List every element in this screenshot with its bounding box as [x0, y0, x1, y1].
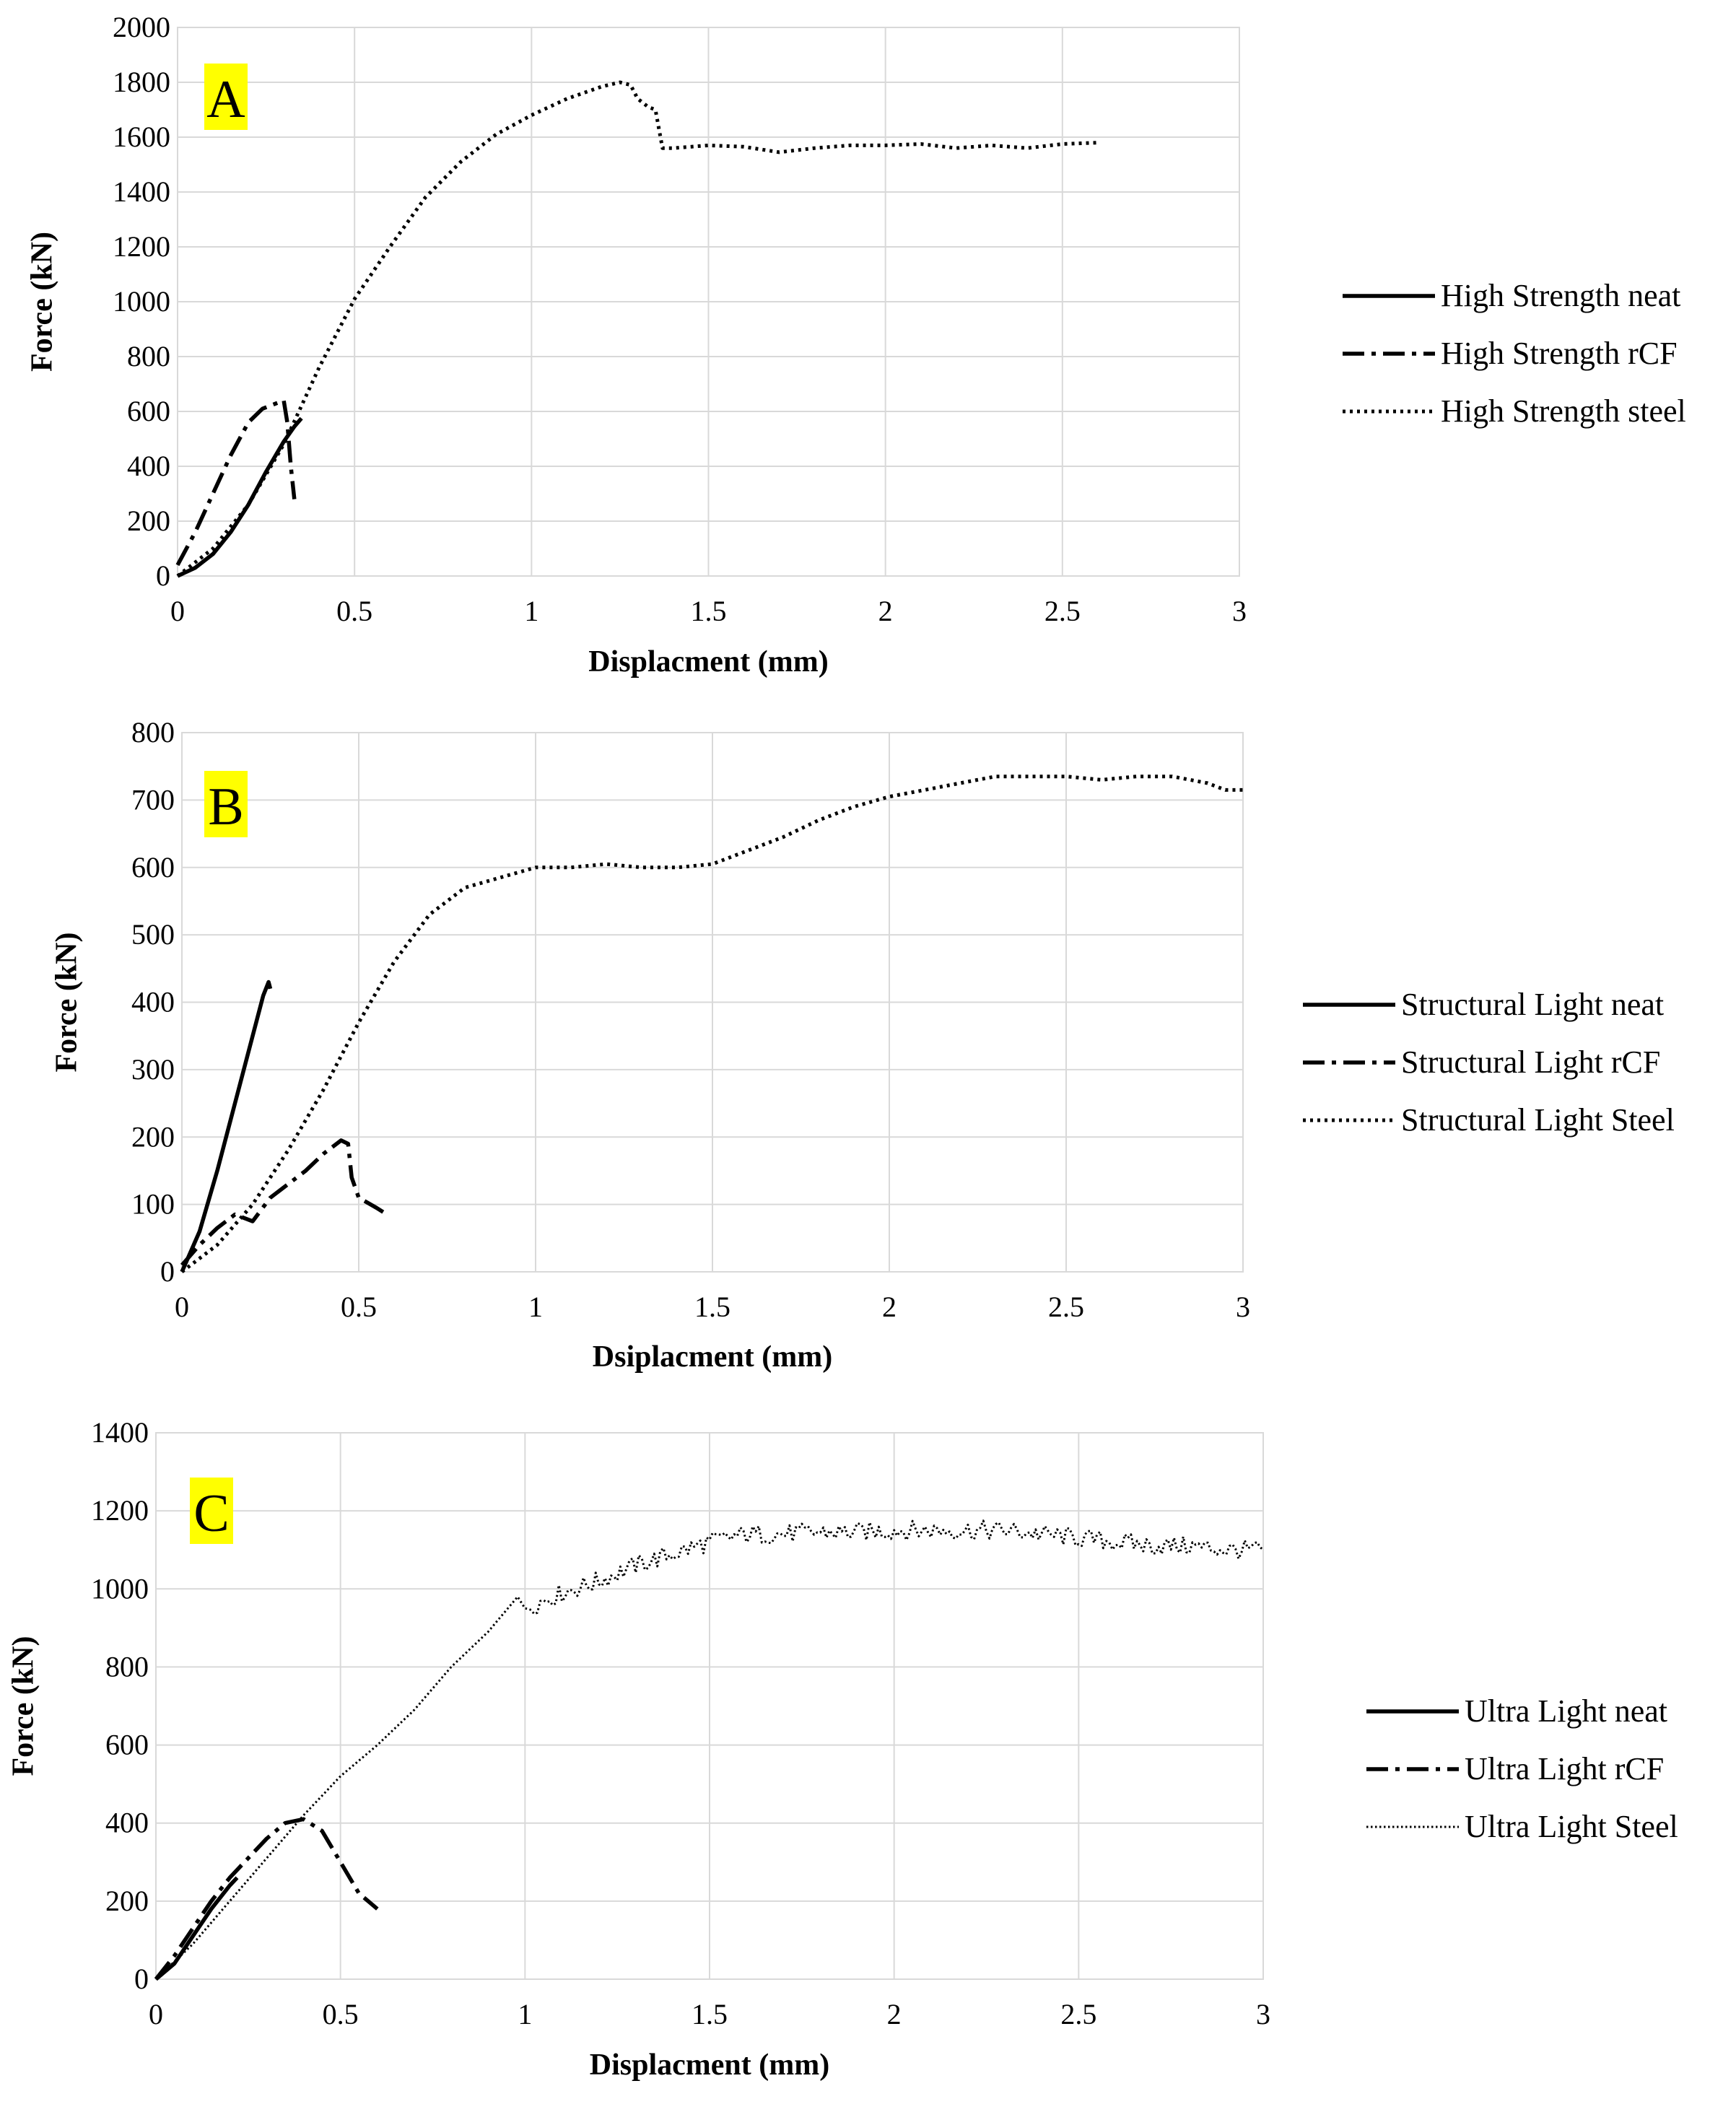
x-tick-label: 1 — [528, 1291, 543, 1323]
y-tick-label: 700 — [131, 783, 175, 816]
legend-label: Structural Light Steel — [1401, 1102, 1675, 1138]
x-tick-label: 0.5 — [341, 1291, 377, 1323]
x-tick-label: 0 — [149, 1998, 163, 2030]
y-tick-label: 2000 — [113, 11, 170, 43]
legend-label: Structural Light rCF — [1401, 1044, 1660, 1080]
y-tick-label: 600 — [105, 1729, 149, 1761]
series-line-dotted — [176, 80, 1098, 577]
x-tick-label: 0 — [170, 595, 185, 627]
y-tick-label: 200 — [127, 505, 170, 537]
y-tick-label: 400 — [127, 450, 170, 482]
y-tick-label: 600 — [131, 851, 175, 883]
y-tick-label: 300 — [131, 1053, 175, 1086]
chart-panel-c: 0 200 400 600 800 1000 1200 1400 0 0.5 1 1.5 2 2.5 3 Di… — [7, 1416, 1678, 2082]
legend-label: Ultra Light neat — [1465, 1693, 1667, 1729]
y-tick-label: 100 — [131, 1188, 175, 1221]
x-tick-label: 1 — [524, 595, 538, 627]
x-tick-label: 1.5 — [691, 595, 727, 627]
x-tick-label: 0.5 — [323, 1998, 359, 2030]
x-tick-label: 1 — [518, 1998, 532, 2030]
series-line-solid — [180, 979, 273, 1273]
y-tick-label: 1000 — [91, 1572, 149, 1605]
series-line-dotted — [180, 774, 1243, 1273]
x-axis-title: Displacment (mm) — [590, 2048, 829, 2082]
legend-label: High Strength steel — [1441, 393, 1686, 429]
y-tick-label: 1200 — [113, 230, 170, 263]
y-tick-label: 200 — [105, 1885, 149, 1917]
x-tick-label: 3 — [1236, 1291, 1250, 1323]
y-axis-title: Force (kN) — [51, 933, 84, 1073]
y-tick-label: 0 — [134, 1963, 149, 1995]
x-tick-label: 2.5 — [1048, 1291, 1084, 1323]
series-line-dashdot — [154, 1817, 379, 1981]
y-tick-label: 800 — [105, 1650, 149, 1683]
panel-letter-highlight — [204, 771, 248, 837]
panel-letter-highlight — [204, 64, 248, 130]
panel-letter: B — [208, 777, 243, 837]
y-tick-label: 1200 — [91, 1494, 149, 1527]
series-line-solid — [154, 1876, 239, 1981]
legend-label: Ultra Light rCF — [1465, 1751, 1664, 1786]
x-axis-title: Dsiplacment (mm) — [593, 1340, 832, 1374]
y-axis-title: Force (kN) — [7, 1636, 40, 1776]
x-tick-label: 3 — [1232, 595, 1247, 627]
series-line-dashdot — [175, 398, 297, 567]
legend-label: Ultra Light Steel — [1465, 1809, 1678, 1844]
series-line-finedotted — [154, 1519, 1264, 1981]
y-tick-label: 500 — [131, 918, 175, 951]
y-tick-label: 400 — [105, 1807, 149, 1839]
x-tick-label: 2 — [882, 1291, 897, 1323]
x-tick-label: 2.5 — [1044, 595, 1081, 627]
x-tick-label: 2.5 — [1060, 1998, 1096, 2030]
x-tick-label: 3 — [1256, 1998, 1270, 2030]
y-tick-label: 400 — [131, 986, 175, 1018]
y-tick-label: 0 — [156, 559, 170, 592]
x-tick-label: 1.5 — [694, 1291, 730, 1323]
x-tick-label: 2 — [887, 1998, 902, 2030]
x-tick-label: 0 — [175, 1291, 189, 1323]
series-line-dashdot — [180, 1138, 388, 1267]
chart-panel-b: 0 100 200 300 400 500 600 700 800 0 0.5 1 1.5 2 2.5 3 Ds… — [51, 716, 1675, 1374]
x-axis-title: Displacment (mm) — [588, 645, 828, 678]
y-tick-label: 200 — [131, 1120, 175, 1153]
panel-letter: A — [206, 70, 245, 129]
x-tick-label: 2 — [878, 595, 893, 627]
y-tick-label: 800 — [127, 340, 170, 372]
panel-letter: C — [193, 1484, 229, 1543]
legend-label: High Strength neat — [1441, 278, 1680, 313]
y-tick-label: 600 — [127, 395, 170, 427]
y-tick-label: 1400 — [91, 1416, 149, 1449]
y-tick-label: 1800 — [113, 66, 170, 98]
y-tick-label: 1400 — [113, 175, 170, 208]
x-tick-label: 0.5 — [336, 595, 372, 627]
y-tick-label: 1600 — [113, 121, 170, 153]
legend-label: High Strength rCF — [1441, 336, 1678, 371]
y-tick-label: 0 — [160, 1255, 175, 1288]
x-tick-label: 1.5 — [692, 1998, 728, 2030]
y-tick-label: 1000 — [113, 285, 170, 318]
y-tick-label: 800 — [131, 716, 175, 749]
panel-letter-highlight — [190, 1478, 233, 1544]
y-axis-title: Force (kN) — [26, 232, 59, 372]
chart-panel-a: 0 200 400 600 800 1000 1200 1400 1600 1800 2000 0 0.… — [26, 11, 1686, 678]
legend-label: Structural Light neat — [1401, 987, 1664, 1022]
